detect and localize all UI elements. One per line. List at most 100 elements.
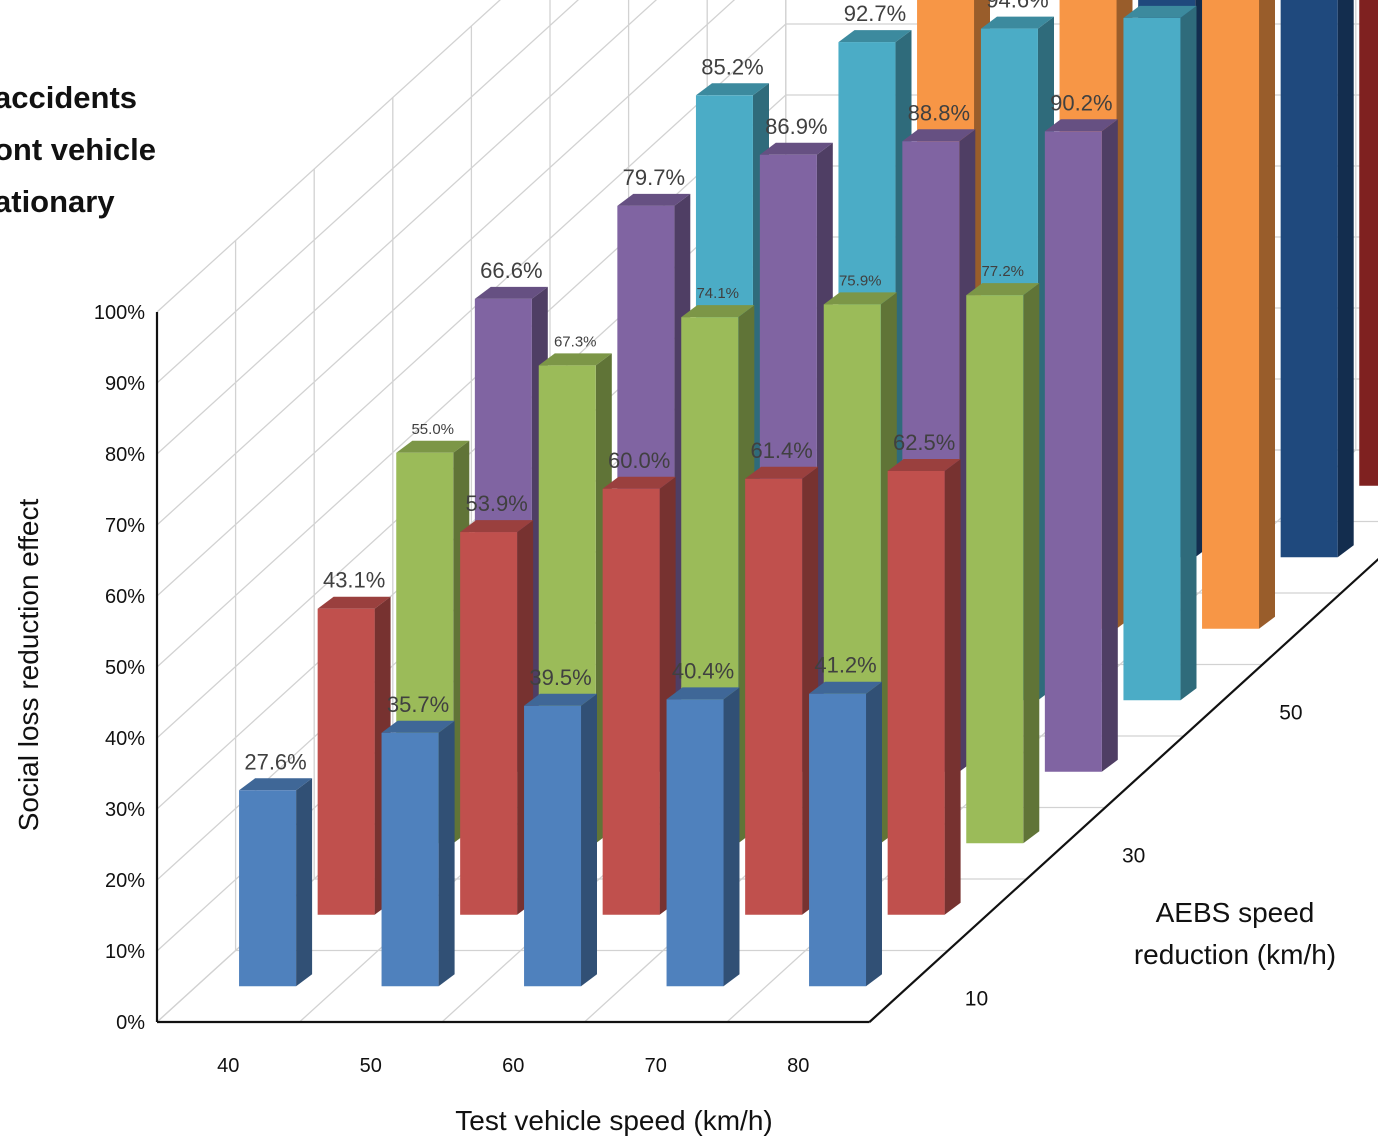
bar bbox=[460, 520, 534, 915]
x-axis-title: Test vehicle speed (km/h) bbox=[455, 1105, 772, 1136]
gridline-y bbox=[156, 0, 501, 313]
bar-front bbox=[1359, 0, 1378, 486]
bar-side bbox=[581, 693, 597, 987]
y-tick-label: 10% bbox=[105, 941, 145, 963]
bar-front bbox=[809, 693, 867, 987]
bar bbox=[317, 596, 391, 915]
bar-side bbox=[1180, 5, 1197, 701]
gridline-y bbox=[156, 0, 658, 455]
data-label: 77.2% bbox=[981, 263, 1024, 280]
bar-top bbox=[1123, 5, 1197, 18]
bar-top bbox=[617, 193, 691, 206]
axes: 0% 10% 20% 30% 40% 50% 60% 70% 80% 90% 100% 40 50 60 7… bbox=[94, 302, 1378, 1077]
z-axis-line bbox=[868, 557, 1378, 1023]
bar bbox=[602, 476, 676, 915]
bar bbox=[966, 283, 1040, 844]
bars bbox=[239, 0, 1378, 987]
bar-top bbox=[902, 129, 976, 142]
bar-side bbox=[1023, 283, 1040, 844]
title-line-3: ationary bbox=[0, 184, 115, 219]
bar bbox=[1123, 5, 1197, 701]
data-label: 79.7% bbox=[623, 165, 685, 190]
data-label: 27.6% bbox=[244, 749, 306, 774]
y-axis-title: Social loss reduction effect bbox=[13, 499, 44, 832]
bar-front bbox=[966, 295, 1024, 844]
bar-side bbox=[866, 681, 882, 987]
data-label: 74.1% bbox=[696, 285, 739, 302]
y-tick-label: 100% bbox=[94, 302, 145, 324]
data-label: 92.7% bbox=[844, 1, 906, 26]
y-tick-label: 0% bbox=[116, 1012, 145, 1034]
data-label: 39.5% bbox=[529, 665, 591, 690]
data-label: 94.6% bbox=[986, 0, 1048, 13]
data-label: 96.1% bbox=[1129, 0, 1191, 2]
bar-side bbox=[1259, 0, 1275, 629]
bar-top bbox=[981, 16, 1054, 29]
bar-top bbox=[823, 292, 897, 305]
bar-top bbox=[681, 305, 755, 318]
data-label: 60.0% bbox=[608, 448, 670, 473]
data-label: 88.8% bbox=[908, 100, 970, 125]
bar-front bbox=[1123, 17, 1181, 701]
data-label: 86.9% bbox=[765, 114, 827, 139]
bar-top bbox=[317, 596, 391, 609]
bar-front bbox=[317, 608, 375, 915]
data-label: 53.9% bbox=[465, 491, 527, 516]
bar-top bbox=[759, 142, 833, 155]
bar-top bbox=[809, 681, 882, 694]
y-tick-label: 20% bbox=[105, 870, 145, 892]
data-labels: 98.1%96.5%98.0%94.2%96.2%97.7%85.2%92.7%… bbox=[244, 0, 1191, 774]
bar-front bbox=[745, 478, 803, 915]
bar-front bbox=[460, 532, 518, 915]
bar bbox=[666, 687, 740, 987]
bar bbox=[1280, 0, 1354, 558]
data-label: 35.7% bbox=[387, 692, 449, 717]
bar-side bbox=[1101, 119, 1118, 772]
bar-front bbox=[524, 705, 582, 987]
bar-front bbox=[887, 471, 945, 915]
data-label: 85.2% bbox=[701, 54, 763, 79]
gridline-y bbox=[156, 0, 736, 526]
y-tick-label: 90% bbox=[105, 373, 145, 395]
bar-front bbox=[666, 699, 724, 987]
y-tick-label: 80% bbox=[105, 444, 145, 466]
bar-top bbox=[1044, 119, 1118, 132]
bar-top bbox=[966, 283, 1040, 296]
x-tick-label: 40 bbox=[217, 1055, 239, 1077]
bar-top bbox=[666, 687, 740, 700]
y-tick-label: 50% bbox=[105, 657, 145, 679]
bar-top bbox=[745, 466, 819, 479]
bar bbox=[1044, 119, 1118, 772]
title-line-1: accidents bbox=[0, 80, 137, 115]
bar-front bbox=[1202, 0, 1260, 629]
title-line-2: ont vehicle bbox=[0, 132, 156, 167]
bar-front bbox=[381, 732, 439, 987]
x-tick-label: 50 bbox=[360, 1055, 382, 1077]
data-label: 61.4% bbox=[750, 438, 812, 463]
bar bbox=[1359, 0, 1378, 486]
data-label: 55.0% bbox=[411, 421, 454, 438]
bar bbox=[239, 778, 313, 987]
bar-side bbox=[438, 720, 455, 987]
data-label: 67.3% bbox=[554, 333, 597, 350]
y-tick-label: 40% bbox=[105, 728, 145, 750]
data-label: 40.4% bbox=[672, 658, 734, 683]
z-tick-label: 10 bbox=[965, 987, 988, 1010]
x-tick-label: 60 bbox=[502, 1055, 524, 1077]
bar-top bbox=[396, 440, 470, 453]
z-tick-label: 30 bbox=[1122, 844, 1145, 867]
bar-top bbox=[538, 353, 612, 366]
bar-front bbox=[1280, 0, 1338, 558]
bar bbox=[524, 693, 597, 987]
bar bbox=[745, 466, 819, 915]
bar-top bbox=[381, 720, 455, 733]
y-tick-label: 70% bbox=[105, 515, 145, 537]
bar-front bbox=[239, 790, 297, 987]
data-label: 43.1% bbox=[323, 568, 385, 593]
x-tick-label: 80 bbox=[787, 1055, 809, 1077]
z-tick-label: 50 bbox=[1279, 701, 1302, 724]
y-tick-label: 30% bbox=[105, 799, 145, 821]
y-tick-label: 60% bbox=[105, 586, 145, 608]
data-label: 66.6% bbox=[480, 258, 542, 283]
